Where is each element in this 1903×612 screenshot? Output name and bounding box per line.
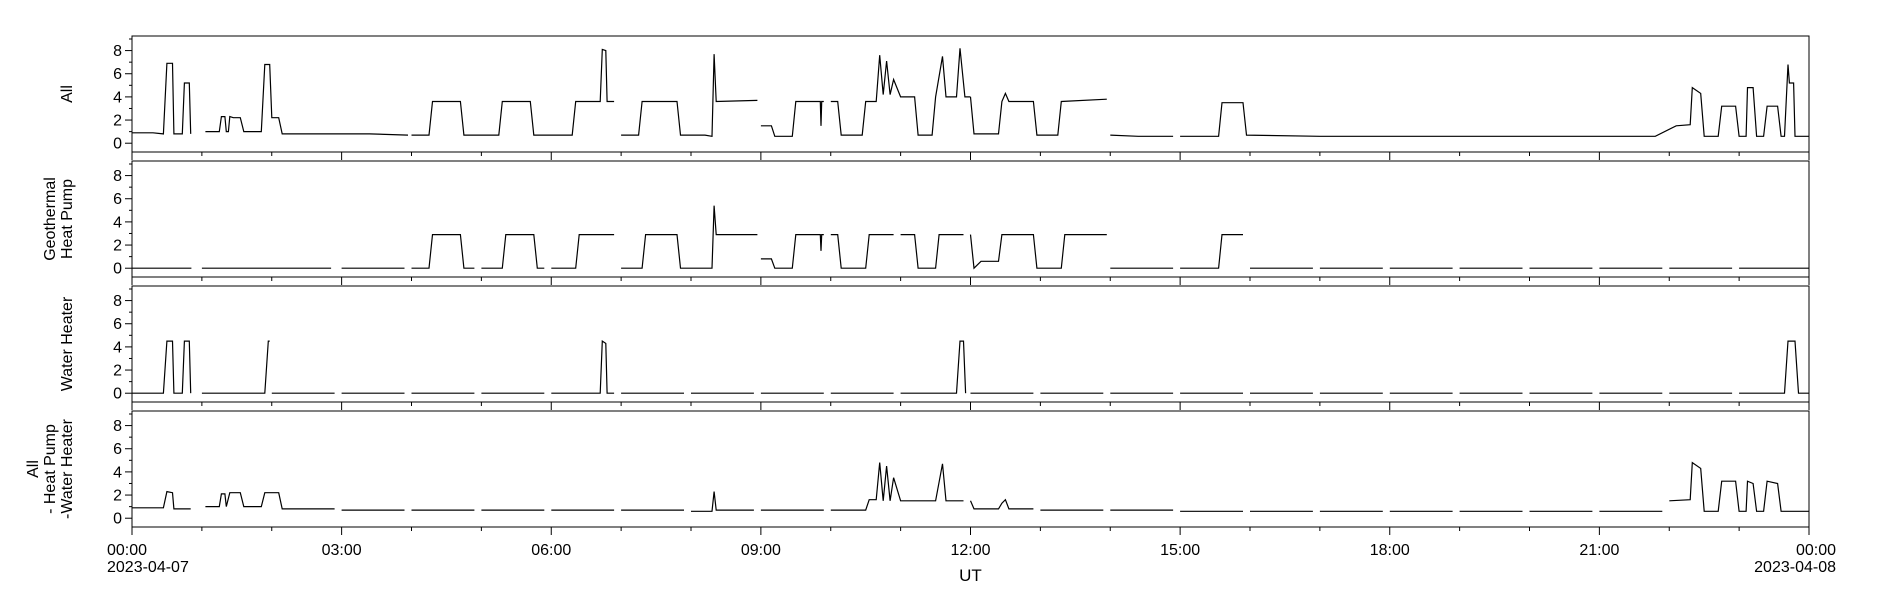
series-line	[969, 498, 1034, 510]
series-line	[481, 234, 545, 269]
series-line	[551, 234, 615, 269]
y-tick-label: 0	[113, 136, 122, 153]
y-tick-label: 8	[113, 168, 122, 185]
y-axis-label: All	[25, 460, 42, 478]
y-tick-label: 8	[113, 293, 122, 310]
series-line	[205, 63, 409, 136]
series-line	[132, 62, 192, 135]
y-tick-label: 0	[113, 511, 122, 528]
series-line	[205, 492, 335, 510]
panel-1: 0 2 4 6 8 All	[59, 35, 1810, 160]
x-tick-label: 00:00	[107, 542, 147, 559]
series-line	[900, 340, 967, 394]
series-line	[760, 234, 824, 269]
series-line	[830, 234, 894, 269]
series-line	[411, 234, 475, 269]
y-tick-label: 0	[113, 386, 122, 403]
x-tick-label: 03:00	[322, 542, 362, 559]
series-line	[969, 234, 1107, 270]
y-tick-label: 2	[113, 488, 122, 505]
series-line	[1180, 234, 1243, 269]
y-tick-label: 0	[113, 261, 122, 278]
y-tick-label: 4	[113, 339, 122, 356]
x-tick-date-label: 2023-04-07	[107, 559, 189, 576]
y-axis-label: - Heat Pump	[42, 424, 59, 514]
y-axis-label: Water Heater	[59, 296, 76, 391]
x-axis-label: UT	[959, 566, 982, 585]
x-tick-label: 18:00	[1370, 542, 1410, 559]
x-tick-date-label: 2023-04-08	[1754, 559, 1836, 576]
series-line	[621, 205, 758, 269]
series-line	[830, 48, 971, 136]
series-line	[1739, 340, 1809, 394]
panel-3: 0 2 4 6 8 Water Heater	[59, 285, 1810, 410]
y-tick-label: 2	[113, 113, 122, 130]
y-tick-label: 4	[113, 89, 122, 106]
y-tick-label: 2	[113, 238, 122, 255]
y-tick-label: 6	[113, 191, 122, 208]
series-line	[760, 100, 824, 137]
y-tick-label: 2	[113, 363, 122, 380]
y-tick-label: 4	[113, 214, 122, 231]
y-tick-label: 6	[113, 66, 122, 83]
series-line	[551, 340, 615, 394]
y-tick-label: 8	[113, 418, 122, 435]
x-tick-label: 09:00	[741, 542, 781, 559]
panel-2: 0 2 4 6 8 Geothermal Heat Pump	[42, 160, 1810, 285]
x-tick-label: 06:00	[531, 542, 571, 559]
series-line	[201, 340, 270, 394]
panel-4: 0 2 4 6 8 All - Heat Pump -Water Heater	[25, 410, 1810, 535]
series-line	[132, 340, 192, 394]
y-axis-label: Heat Pump	[59, 179, 76, 259]
y-tick-label: 4	[113, 464, 122, 481]
series-line	[1669, 461, 1809, 512]
series-line	[691, 491, 754, 512]
series-line	[132, 490, 191, 510]
series-line	[1110, 134, 1174, 137]
series-line	[900, 234, 964, 269]
series-line	[969, 91, 1107, 136]
x-tick-label: 12:00	[950, 542, 990, 559]
series-line	[830, 462, 964, 511]
panel-frame	[131, 160, 1810, 278]
y-axis-label: All	[59, 85, 76, 103]
y-axis-label: Geothermal	[42, 177, 59, 261]
panel-frame	[131, 285, 1810, 403]
series-line	[1180, 64, 1809, 137]
x-tick-label: 21:00	[1579, 542, 1619, 559]
x-tick-label: 00:00	[1796, 542, 1836, 559]
y-tick-label: 8	[113, 43, 122, 60]
series-line	[411, 48, 615, 136]
series-line	[621, 54, 758, 138]
x-tick-label: 15:00	[1160, 542, 1200, 559]
y-tick-label: 6	[113, 316, 122, 333]
y-axis-label: -Water Heater	[59, 418, 76, 519]
y-tick-label: 6	[113, 441, 122, 458]
